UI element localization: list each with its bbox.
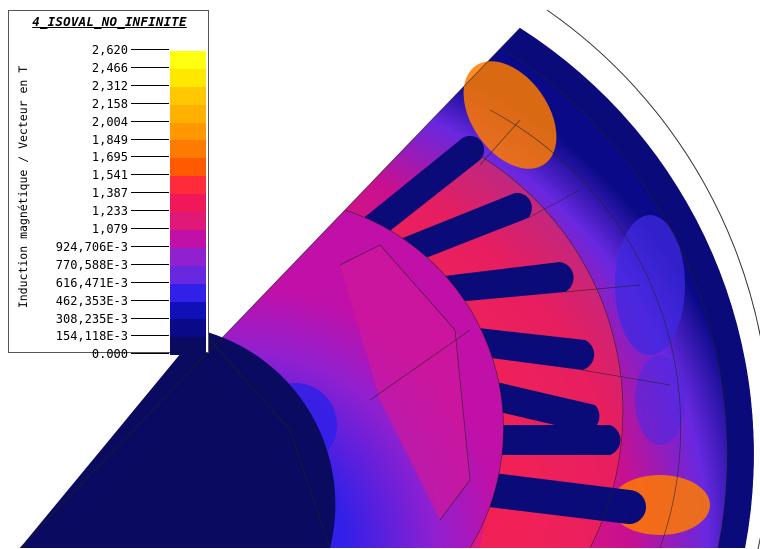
legend-row: 1,695	[9, 140, 210, 166]
legend-level-label: 1,695	[91, 150, 128, 165]
cool-zone-right-2	[635, 355, 685, 445]
legend-tick-line	[131, 299, 169, 301]
legend-tick-line	[131, 156, 169, 158]
legend-tick-line	[131, 281, 169, 283]
legend-swatch	[170, 158, 206, 177]
legend-level-label: 616,471E-3	[55, 275, 128, 290]
legend-row: 2,004	[9, 104, 210, 131]
magnet-pole	[340, 245, 470, 520]
legend-level-label: 462,353E-3	[55, 293, 128, 308]
legend-swatch	[170, 194, 206, 213]
legend-tick-line	[131, 120, 169, 122]
legend-row: 2,620	[9, 41, 210, 59]
legend-row: 2,466	[9, 50, 210, 77]
legend-row: 154,118E-3	[9, 319, 210, 345]
legend-row: 1,541	[9, 158, 210, 184]
legend-swatch	[170, 122, 206, 141]
legend-level-label: 1,387	[91, 186, 128, 201]
legend-swatch	[170, 301, 206, 320]
legend-level-label: 1,079	[91, 222, 128, 236]
slot	[355, 135, 485, 245]
legend-row: 1,233	[9, 194, 210, 220]
legend-tick-line	[131, 138, 169, 140]
legend-swatch	[170, 319, 206, 338]
legend-swatch	[170, 50, 206, 69]
legend-tick-line	[131, 102, 169, 104]
legend-tick-line	[131, 84, 169, 86]
legend-level-label: 770,588E-3	[55, 257, 128, 272]
legend-tick-line	[131, 192, 169, 194]
legend-level-label: 2,158	[91, 96, 128, 111]
cool-zone-right	[615, 215, 685, 355]
slot	[470, 470, 647, 525]
legend-swatch	[170, 265, 206, 284]
legend-tick-line	[131, 245, 169, 247]
legend-level-label: 2,004	[91, 114, 128, 129]
legend-row: 308,235E-3	[9, 301, 210, 328]
legend-tick-line	[131, 317, 169, 319]
legend-swatch	[170, 212, 206, 230]
legend-tick-line	[131, 263, 169, 265]
legend-level-label: 924,706E-3	[55, 239, 128, 254]
legend-swatch	[170, 283, 206, 302]
legend-row: 1,079	[9, 212, 210, 238]
legend-row: 2,312	[9, 68, 210, 95]
legend-swatch	[170, 176, 206, 195]
legend-swatch	[170, 140, 206, 159]
legend-tick-line	[131, 353, 169, 355]
legend-swatch	[170, 86, 206, 105]
legend-tick-line	[131, 174, 169, 176]
legend-swatch	[170, 229, 206, 248]
legend-level-label: 154,118E-3	[55, 329, 128, 344]
legend-tick-line	[131, 228, 169, 229]
legend-swatch	[170, 68, 206, 87]
legend-row: 616,471E-3	[9, 265, 210, 292]
legend-row: 0.000	[9, 337, 210, 363]
legend-level-label: 2,466	[91, 60, 128, 75]
shaft-region	[20, 330, 336, 548]
legend-tick-line	[131, 335, 169, 337]
color-legend: 4_ISOVAL_NO_INFINITE Induction magnétiqu…	[8, 10, 210, 361]
legend-level-label: 308,235E-3	[55, 311, 128, 326]
legend-row: 1,387	[9, 176, 210, 202]
legend-tick-line	[131, 66, 169, 68]
mesh-lines	[19, 27, 728, 549]
legend-swatch	[170, 247, 206, 266]
legend-swatch	[170, 337, 206, 356]
outer-boundary-arc	[546, 9, 760, 549]
legend-row: 2,158	[9, 86, 210, 113]
legend-row: 924,706E-3	[9, 229, 210, 256]
legend-row: 1,849	[9, 122, 210, 149]
hotspot-top	[463, 61, 557, 169]
legend-level-label: 2,312	[91, 78, 128, 93]
legend-level-label: 1,849	[91, 132, 128, 147]
legend-swatch	[170, 104, 206, 123]
stator-yoke-band	[505, 28, 754, 548]
legend-level-label: 0.000	[91, 347, 128, 362]
legend-level-label: 1,541	[91, 168, 128, 183]
legend-tick-line	[131, 210, 169, 212]
legend-level-label: 2,620	[91, 43, 128, 57]
legend-row: 770,588E-3	[9, 247, 210, 274]
legend-title: 4_ISOVAL_NO_INFINITE	[32, 14, 187, 29]
legend-level-label: 1,233	[91, 204, 128, 219]
legend-tick-line	[131, 49, 169, 50]
legend-row: 462,353E-3	[9, 283, 210, 310]
